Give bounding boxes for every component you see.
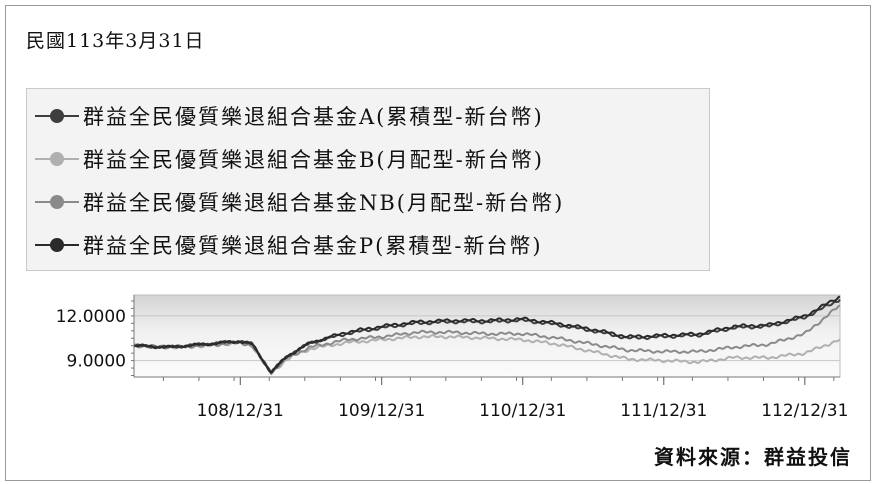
- x-tick-label: 108/12/31: [197, 401, 284, 421]
- legend-entry-a[interactable]: 群益全民優質樂退組合基金A(累積型-新台幣): [35, 99, 544, 133]
- report-date: 民國113年3月31日: [26, 30, 205, 52]
- y-tick-label: 9.0000: [67, 352, 126, 372]
- legend-marker-icon: [35, 192, 79, 212]
- legend-label-b: 群益全民優質樂退組合基金B(月配型-新台幣): [83, 148, 544, 172]
- y-tick-label: 12.0000: [56, 307, 126, 327]
- legend-label-nb: 群益全民優質樂退組合基金NB(月配型-新台幣): [83, 191, 565, 215]
- axes: 12.0000 9.0000 108/12/31 109/12/31 110/12/31…: [56, 295, 848, 421]
- series-lines: [133, 295, 841, 376]
- series-line-2: [133, 304, 841, 375]
- legend-marker-icon: [35, 235, 79, 255]
- legend-entry-nb[interactable]: 群益全民優質樂退組合基金NB(月配型-新台幣): [35, 185, 564, 219]
- legend-entry-b[interactable]: 群益全民優質樂退組合基金B(月配型-新台幣): [35, 142, 544, 176]
- chart-legend: 群益全民優質樂退組合基金A(累積型-新台幣) 群益全民優質樂退組合基金B(月配型…: [26, 88, 710, 271]
- legend-label-p: 群益全民優質樂退組合基金P(累積型-新台幣): [83, 234, 543, 258]
- x-tick-label: 112/12/31: [761, 401, 848, 421]
- plot-area: [133, 294, 841, 378]
- legend-marker-icon: [35, 149, 79, 169]
- legend-entry-p[interactable]: 群益全民優質樂退組合基金P(累積型-新台幣): [35, 228, 543, 262]
- legend-marker-icon: [35, 106, 79, 126]
- legend-label-a: 群益全民優質樂退組合基金A(累積型-新台幣): [83, 105, 544, 129]
- data-source-note: 資料來源：群益投信: [654, 445, 852, 469]
- x-tick-label: 110/12/31: [479, 401, 566, 421]
- x-tick-label: 111/12/31: [620, 401, 707, 421]
- series-line-3: [133, 295, 841, 374]
- x-tick-label: 109/12/31: [338, 401, 425, 421]
